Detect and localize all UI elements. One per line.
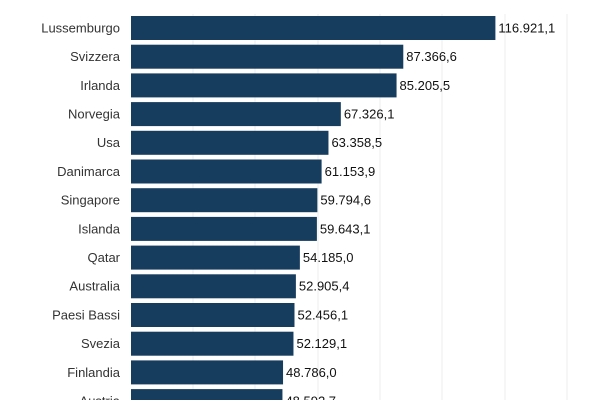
y-tick-label: Paesi Bassi xyxy=(52,307,120,322)
y-tick-label: Svizzera xyxy=(70,49,121,64)
y-tick-label: Lussemburgo xyxy=(41,20,120,35)
bar xyxy=(131,73,397,98)
value-label: 63.358,5 xyxy=(331,135,382,150)
value-label: 87.366,6 xyxy=(406,49,457,64)
bar xyxy=(131,274,296,299)
bar xyxy=(131,389,283,400)
bar xyxy=(131,245,300,270)
bar xyxy=(131,102,341,127)
bar xyxy=(131,16,496,40)
bar xyxy=(131,360,284,385)
value-label: 48.592,7 xyxy=(285,394,336,400)
y-tick-label: Finlandia xyxy=(67,365,121,380)
bar xyxy=(131,130,329,155)
value-label: 52.129,1 xyxy=(296,336,347,351)
y-tick-label: Singapore xyxy=(61,193,120,208)
value-label: 52.905,4 xyxy=(299,279,350,294)
value-label: 52.456,1 xyxy=(297,307,348,322)
value-label: 85.205,5 xyxy=(400,78,451,93)
value-label: 48.786,0 xyxy=(286,365,337,380)
value-label: 67.326,1 xyxy=(344,107,395,122)
value-label: 61.153,9 xyxy=(325,164,376,179)
y-tick-label: Svezia xyxy=(81,336,121,351)
bar xyxy=(131,331,294,356)
y-tick-label: Qatar xyxy=(87,250,120,265)
y-tick-label: Usa xyxy=(97,135,121,150)
bar xyxy=(131,159,322,184)
value-label: 54.185,0 xyxy=(303,250,354,265)
bar xyxy=(131,188,318,213)
bar xyxy=(131,216,317,241)
y-tick-label: Islanda xyxy=(78,221,121,236)
y-tick-label: Danimarca xyxy=(57,164,121,179)
value-label: 59.643,1 xyxy=(320,221,371,236)
y-tick-label: Irlanda xyxy=(80,78,121,93)
y-tick-label: Australia xyxy=(69,279,120,294)
value-label: 59.794,6 xyxy=(320,193,371,208)
bar xyxy=(131,44,404,69)
y-tick-label: Austria xyxy=(80,394,121,400)
bar xyxy=(131,303,295,327)
value-label: 116.921,1 xyxy=(498,20,555,35)
y-tick-label: Norvegia xyxy=(68,107,121,122)
